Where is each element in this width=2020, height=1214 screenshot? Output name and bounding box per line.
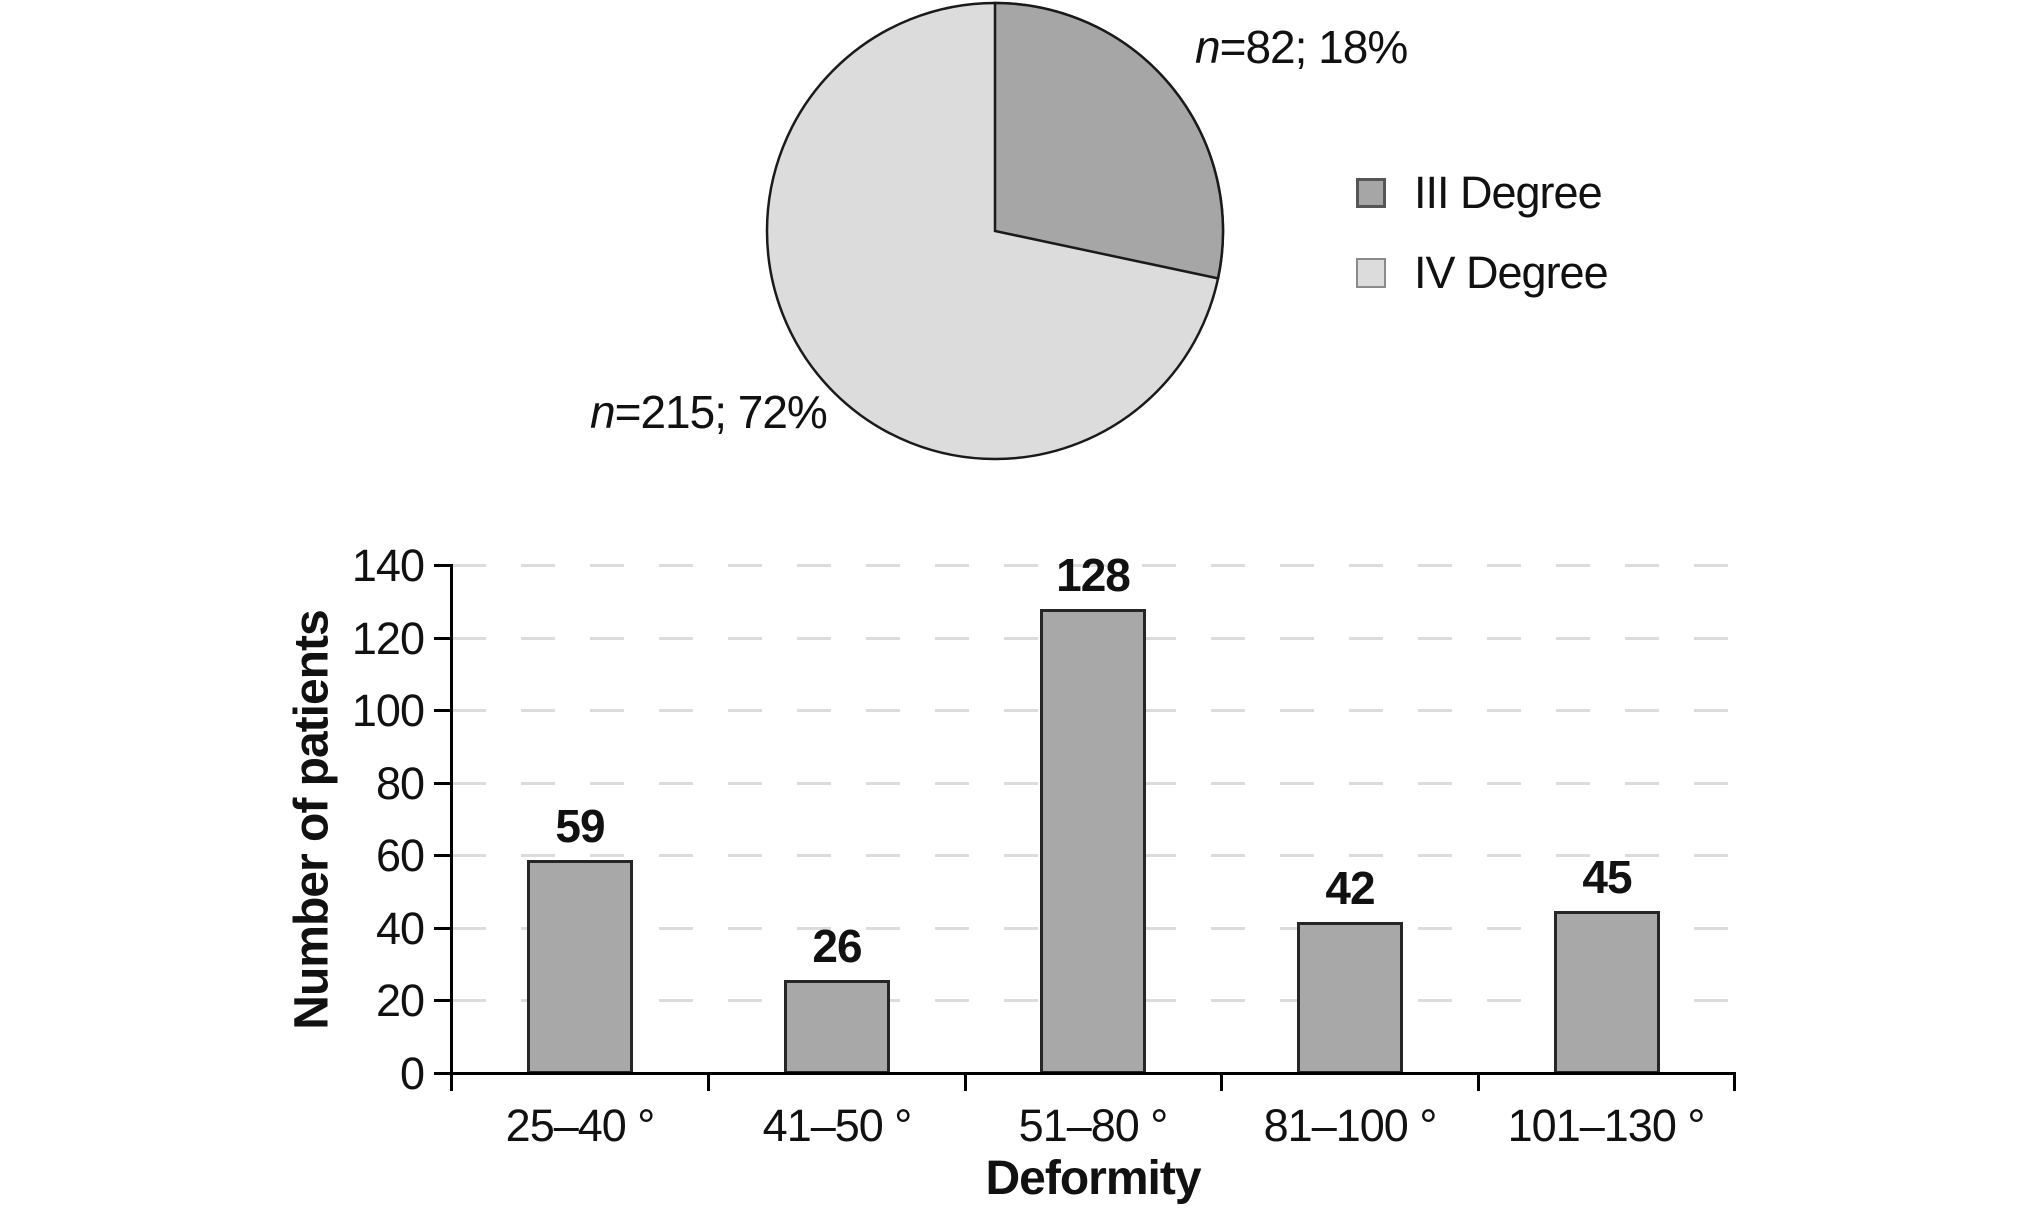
bar-41-50 [784,980,890,1074]
y-tick [434,782,450,785]
x-category-label: 81–100 ° [1263,1100,1438,1151]
y-tick-label: 100 [351,685,425,736]
y-tick-label: 60 [375,830,425,881]
y-tick-label: 0 [399,1048,425,1099]
bar-value-label: 26 [812,920,862,972]
pie-chart [765,1,1225,461]
y-tick [434,927,450,930]
y-tick [434,709,450,712]
y-axis-line [450,564,453,1075]
pie-annotation-variable: n [1195,21,1221,73]
pie-annotation-value: =82; 18% [1219,21,1409,73]
x-category-label: 101–130 ° [1507,1100,1706,1151]
x-tick [964,1074,967,1091]
bar-value-label: 42 [1325,862,1375,914]
gridline [452,564,1737,567]
x-tick [1220,1074,1223,1091]
y-tick [434,999,450,1002]
y-tick [434,854,450,857]
y-axis-title: Number of patients [285,610,339,1030]
legend-label: III Degree [1414,167,1603,218]
pie-annotation-variable: n [590,386,616,438]
pie-slice-iii-degree [993,1,1225,280]
bar-value-label: 59 [555,800,605,852]
x-tick [1477,1074,1480,1091]
pie-annotation-iii-degree: n=82; 18% [1195,20,1409,74]
x-tick [1733,1074,1736,1091]
y-tick [434,637,450,640]
bar-25-40 [527,860,633,1074]
y-tick [434,1072,450,1075]
x-tick [707,1074,710,1091]
legend-item-iii-degree: III Degree [1356,167,1603,218]
bar-51-80 [1040,609,1146,1074]
x-category-label: 51–80 ° [1018,1100,1169,1151]
x-category-label: 41–50 ° [762,1100,913,1151]
bar-81-100 [1297,922,1403,1074]
legend-swatch-iv-degree-icon [1356,258,1386,288]
y-tick-label: 140 [351,540,425,591]
y-tick-label: 120 [351,613,425,664]
y-tick [434,564,450,567]
x-category-label: 25–40 ° [505,1100,656,1151]
x-axis-title: Deformity [985,1152,1201,1205]
pie-annotation-iv-degree: n=215; 72% [590,385,828,439]
bar-value-label: 128 [1056,549,1131,601]
bar-value-label: 45 [1582,851,1632,903]
pie-annotation-value: =215; 72% [614,386,828,438]
bar-101-130 [1554,911,1660,1074]
legend-label: IV Degree [1414,247,1609,298]
y-tick-label: 40 [375,903,425,954]
x-tick [450,1074,453,1091]
legend-item-iv-degree: IV Degree [1356,247,1609,298]
y-tick-label: 80 [375,758,425,809]
x-axis-line [450,1072,1736,1075]
y-tick-label: 20 [375,975,425,1026]
legend-swatch-iii-degree-icon [1356,178,1386,208]
